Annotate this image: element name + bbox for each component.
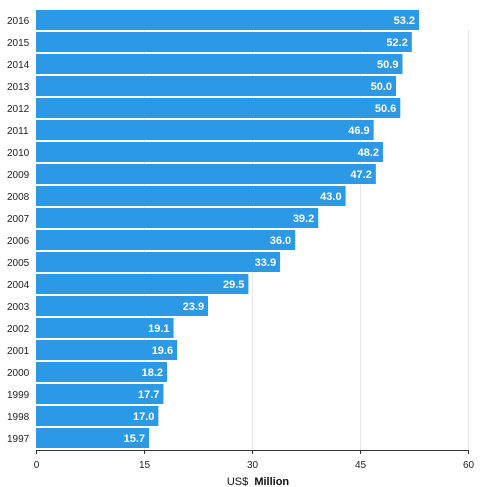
category-label-2006: 2006 bbox=[7, 236, 30, 247]
bar-value-label-2003: 23.9 bbox=[183, 301, 204, 313]
category-label-2011: 2011 bbox=[7, 126, 29, 137]
category-label-2003: 2003 bbox=[7, 302, 30, 313]
x-axis-title-unit: Million bbox=[254, 476, 289, 487]
category-label-2005: 2005 bbox=[7, 258, 30, 269]
bar-value-label-2006: 36.0 bbox=[270, 235, 291, 247]
bar-value-label-2004: 29.5 bbox=[223, 279, 244, 291]
bar-2004 bbox=[36, 274, 249, 294]
bar-1997 bbox=[36, 428, 150, 448]
category-label-2009: 2009 bbox=[7, 170, 30, 181]
bar-2006 bbox=[36, 230, 296, 250]
bar-value-label-2014: 50.9 bbox=[377, 59, 398, 71]
category-label-2001: 2001 bbox=[7, 346, 30, 357]
bar-1999 bbox=[36, 384, 164, 404]
bar-2011 bbox=[36, 120, 374, 140]
bar-2000 bbox=[36, 362, 168, 382]
bars: 53.2 52.2 50.9 50.0 50.6 46.9 48.2 47.2 43.0 39.2… bbox=[36, 10, 420, 448]
bar-value-label-2015: 52.2 bbox=[386, 37, 407, 49]
category-label-2004: 2004 bbox=[7, 280, 30, 291]
bar-value-label-2010: 48.2 bbox=[358, 147, 379, 159]
bar-2005 bbox=[36, 252, 281, 272]
bar-value-label-2012: 50.6 bbox=[375, 103, 396, 115]
category-label-2015: 2015 bbox=[7, 38, 30, 49]
category-label-2013: 2013 bbox=[7, 82, 30, 93]
bar-value-label-2008: 43.0 bbox=[320, 191, 341, 203]
bar-value-label-2011: 46.9 bbox=[348, 125, 369, 137]
category-label-2007: 2007 bbox=[7, 214, 30, 225]
bar-value-label-2000: 18.2 bbox=[142, 367, 163, 379]
category-label-2014: 2014 bbox=[7, 60, 30, 71]
x-tick-label-30: 30 bbox=[247, 460, 259, 471]
bar-value-label-2007: 39.2 bbox=[293, 213, 314, 225]
bar-2001 bbox=[36, 340, 178, 360]
bar-2002 bbox=[36, 318, 174, 338]
bar-value-label-2009: 47.2 bbox=[350, 169, 371, 181]
bar-2007 bbox=[36, 208, 319, 228]
x-axis-title-prefix: US$ bbox=[227, 476, 248, 487]
bar-2010 bbox=[36, 142, 384, 162]
category-label-1997: 1997 bbox=[7, 434, 30, 445]
bar-value-label-2001: 19.6 bbox=[152, 345, 173, 357]
bar-2008 bbox=[36, 186, 346, 206]
x-axis-ticks: 0 15 30 45 60 bbox=[34, 450, 475, 471]
bar-value-label-1999: 17.7 bbox=[138, 389, 159, 401]
category-label-2002: 2002 bbox=[7, 324, 30, 335]
category-label-2016: 2016 bbox=[7, 16, 30, 27]
bar-value-label-2005: 33.9 bbox=[255, 257, 276, 269]
bar-2013 bbox=[36, 76, 396, 96]
bar-2009 bbox=[36, 164, 376, 184]
bar-2014 bbox=[36, 54, 403, 74]
x-axis-title: US$ Million bbox=[227, 476, 290, 487]
x-tick-label-15: 15 bbox=[139, 460, 151, 471]
bar-2016 bbox=[36, 10, 420, 30]
bar-2015 bbox=[36, 32, 412, 52]
category-axis-labels: 2016 2015 2014 2013 2012 2011 2010 2009 2008 2007… bbox=[7, 16, 30, 445]
category-label-2010: 2010 bbox=[7, 148, 30, 159]
bar-value-label-2016: 53.2 bbox=[394, 15, 415, 27]
bar-2003 bbox=[36, 296, 209, 316]
bar-value-label-1997: 15.7 bbox=[124, 433, 145, 445]
category-label-2000: 2000 bbox=[7, 368, 30, 379]
bar-value-label-2002: 19.1 bbox=[148, 323, 169, 335]
x-tick-label-45: 45 bbox=[355, 460, 367, 471]
x-tick-label-0: 0 bbox=[34, 460, 40, 471]
bar-2012 bbox=[36, 98, 401, 118]
category-label-1999: 1999 bbox=[7, 390, 30, 401]
x-tick-label-60: 60 bbox=[463, 460, 475, 471]
category-label-1998: 1998 bbox=[7, 412, 30, 423]
bar-value-label-2013: 50.0 bbox=[371, 81, 392, 93]
bar-1998 bbox=[36, 406, 159, 426]
category-label-2012: 2012 bbox=[7, 104, 30, 115]
category-label-2008: 2008 bbox=[7, 192, 30, 203]
bar-value-label-1998: 17.0 bbox=[133, 411, 154, 423]
